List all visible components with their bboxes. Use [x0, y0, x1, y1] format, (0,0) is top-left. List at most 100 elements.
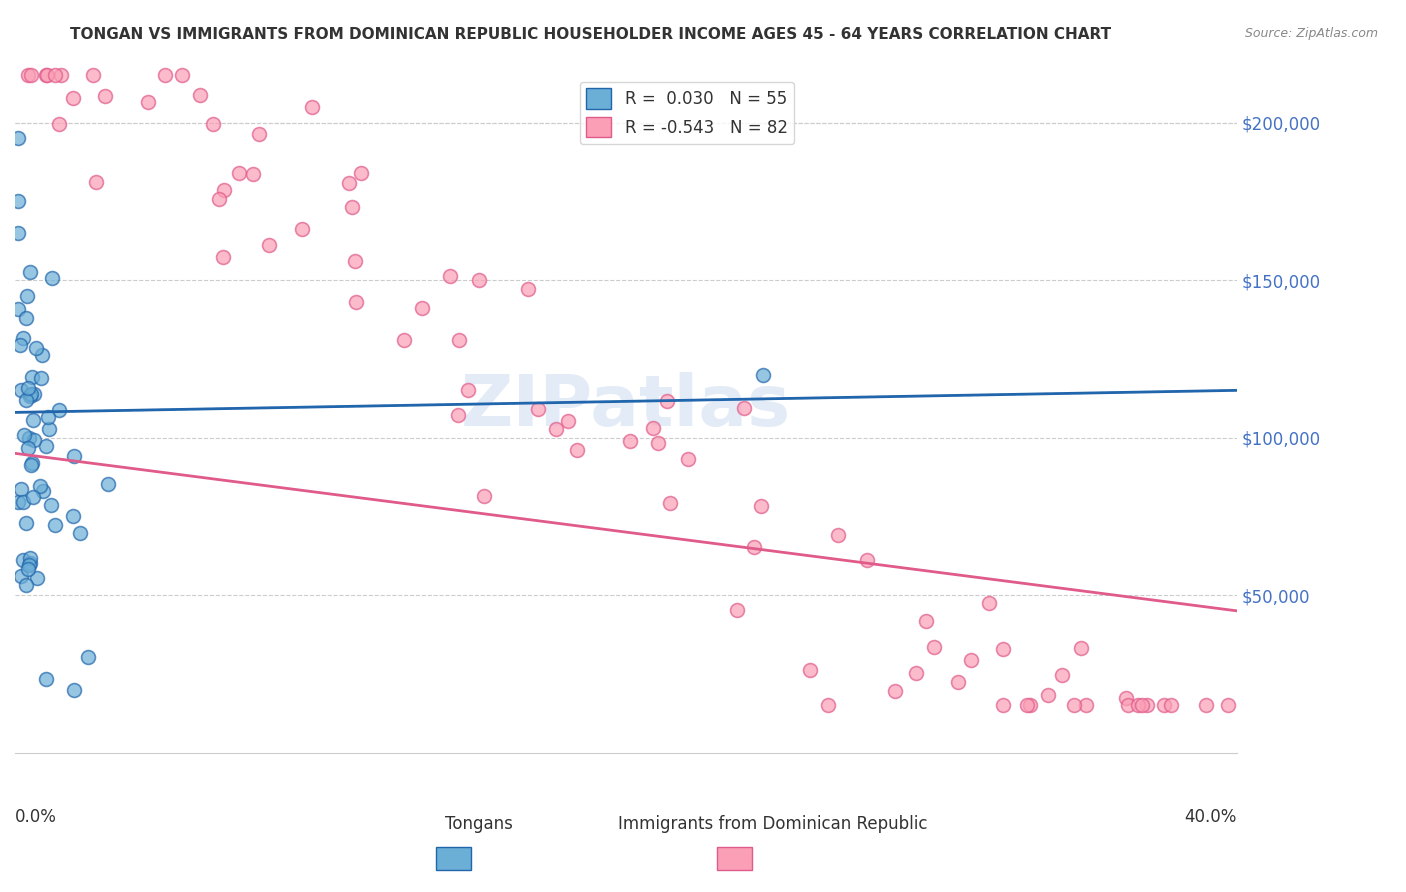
- Point: [1126, 698, 1149, 713]
- Point: [39, 498, 62, 512]
- Point: [97, 476, 120, 491]
- Point: [62, 508, 84, 523]
- Point: [752, 368, 775, 382]
- Point: [1115, 691, 1137, 706]
- Point: [914, 614, 936, 628]
- Point: [18, 556, 41, 570]
- Point: [527, 401, 550, 416]
- Point: [10, 483, 32, 497]
- Point: [82, 68, 104, 82]
- Point: [457, 383, 479, 397]
- Point: [337, 176, 360, 190]
- Point: [188, 88, 211, 103]
- Point: [733, 401, 755, 416]
- Point: [10, 383, 32, 397]
- Point: [343, 254, 366, 268]
- Point: [727, 603, 749, 617]
- Point: [291, 222, 314, 236]
- Point: [62, 91, 84, 105]
- Point: [48, 117, 70, 131]
- Point: [212, 250, 235, 264]
- Point: [1116, 698, 1139, 713]
- Point: [676, 452, 699, 467]
- Point: [641, 420, 664, 434]
- Point: [394, 334, 416, 348]
- Point: [35, 439, 58, 453]
- Point: [31, 483, 53, 498]
- Point: [28, 479, 51, 493]
- Point: [659, 496, 682, 510]
- Point: [247, 127, 270, 141]
- Point: [21, 456, 44, 470]
- Point: [856, 553, 879, 567]
- Text: Immigrants from Dominican Republic: Immigrants from Dominican Republic: [617, 815, 927, 833]
- Point: [35, 673, 58, 687]
- Point: [7, 131, 30, 145]
- Point: [228, 166, 250, 180]
- Point: [44, 68, 66, 82]
- Point: [15, 289, 38, 303]
- Point: [344, 295, 367, 310]
- Legend: R =  0.030   N = 55, R = -0.543   N = 82: R = 0.030 N = 55, R = -0.543 N = 82: [579, 82, 794, 145]
- Point: [20, 68, 42, 82]
- Point: [991, 698, 1014, 713]
- Point: [17, 558, 39, 572]
- Point: [447, 408, 470, 422]
- Point: [883, 684, 905, 698]
- Point: [557, 414, 579, 428]
- Point: [17, 68, 39, 82]
- Point: [69, 526, 91, 541]
- Point: [1076, 698, 1098, 713]
- Point: [411, 301, 433, 315]
- Point: [905, 666, 928, 681]
- Point: [15, 311, 38, 326]
- Point: [749, 499, 772, 513]
- Text: TONGAN VS IMMIGRANTS FROM DOMINICAN REPUBLIC HOUSEHOLDER INCOME AGES 45 - 64 YEA: TONGAN VS IMMIGRANTS FROM DOMINICAN REPU…: [70, 27, 1111, 42]
- Point: [62, 682, 84, 697]
- Point: [7, 226, 30, 240]
- Point: [10, 569, 32, 583]
- Point: [11, 495, 34, 509]
- Point: [259, 237, 281, 252]
- Point: [20, 387, 42, 401]
- Point: [447, 333, 470, 347]
- Point: [18, 265, 41, 279]
- Point: [468, 273, 491, 287]
- Point: [979, 596, 1001, 610]
- Point: [960, 653, 983, 667]
- Point: [827, 528, 849, 542]
- Point: [13, 553, 35, 567]
- Point: [565, 442, 588, 457]
- Point: [17, 561, 39, 575]
- Point: [1132, 698, 1154, 713]
- Point: [242, 167, 264, 181]
- Point: [20, 458, 42, 472]
- Point: [27, 571, 49, 585]
- Point: [22, 413, 45, 427]
- Point: [11, 331, 34, 345]
- Point: [817, 698, 839, 713]
- Point: [924, 640, 946, 655]
- Point: [170, 68, 193, 82]
- Point: [18, 431, 41, 445]
- Point: [20, 389, 42, 403]
- Point: [22, 491, 45, 505]
- Point: [31, 348, 53, 362]
- Point: [991, 641, 1014, 656]
- Point: [13, 427, 35, 442]
- Text: 40.0%: 40.0%: [1184, 808, 1237, 826]
- Point: [350, 166, 373, 180]
- Point: [15, 516, 38, 531]
- Point: [1019, 698, 1042, 713]
- Point: [208, 192, 231, 206]
- Point: [62, 450, 84, 464]
- Point: [15, 393, 38, 408]
- Text: ZIPatlas: ZIPatlas: [461, 372, 792, 441]
- Point: [24, 341, 46, 355]
- Point: [153, 68, 176, 82]
- Point: [22, 433, 45, 447]
- Point: [48, 402, 70, 417]
- Point: [17, 441, 39, 455]
- Point: [84, 175, 107, 189]
- Point: [7, 194, 30, 209]
